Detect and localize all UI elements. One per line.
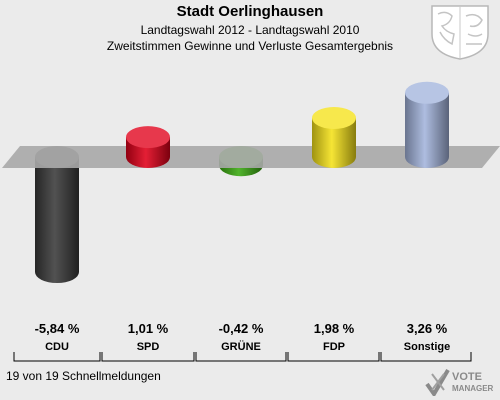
- logo-text-vote: VOTE: [452, 371, 482, 383]
- category-label: FDP: [323, 341, 345, 353]
- logo-text-manager: MANAGER: [452, 384, 494, 393]
- category-axis-bracket: [195, 352, 287, 362]
- value-label: 1,98 %: [314, 321, 355, 336]
- coat-of-arms-icon: [431, 5, 489, 60]
- bar-fdp: [312, 106, 356, 168]
- bar-top: [405, 81, 449, 104]
- value-label: 1,01 %: [128, 321, 169, 336]
- bar-body: [405, 92, 449, 168]
- bar-spd: [126, 126, 170, 168]
- category-axis-bracket: [101, 352, 195, 362]
- category-axis-bracket: [380, 352, 472, 362]
- bar-sonstige: [405, 81, 449, 168]
- category-label: CDU: [45, 341, 69, 353]
- bar-top: [126, 126, 170, 149]
- value-label: -0,42 %: [219, 321, 264, 336]
- value-label: 3,26 %: [407, 321, 448, 336]
- chart-subtitle-comparison: Landtagswahl 2012 - Landtagswahl 2010: [140, 23, 360, 37]
- category-label: SPD: [137, 341, 160, 353]
- bar-body: [312, 117, 356, 168]
- chart-subtitle-description: Zweitstimmen Gewinne und Verluste Gesamt…: [106, 39, 394, 53]
- bar-top: [312, 106, 356, 129]
- category-label: Sonstige: [404, 341, 450, 353]
- footer-status: 19 von 19 Schnellmeldungen: [6, 369, 161, 383]
- page-title: Stadt Oerlinghausen: [176, 3, 324, 20]
- bar-body: [35, 157, 79, 284]
- category-axis-bracket: [13, 352, 101, 362]
- category-axis-bracket: [287, 352, 380, 362]
- value-label: -5,84 %: [35, 321, 80, 336]
- category-label: GRÜNE: [221, 340, 261, 353]
